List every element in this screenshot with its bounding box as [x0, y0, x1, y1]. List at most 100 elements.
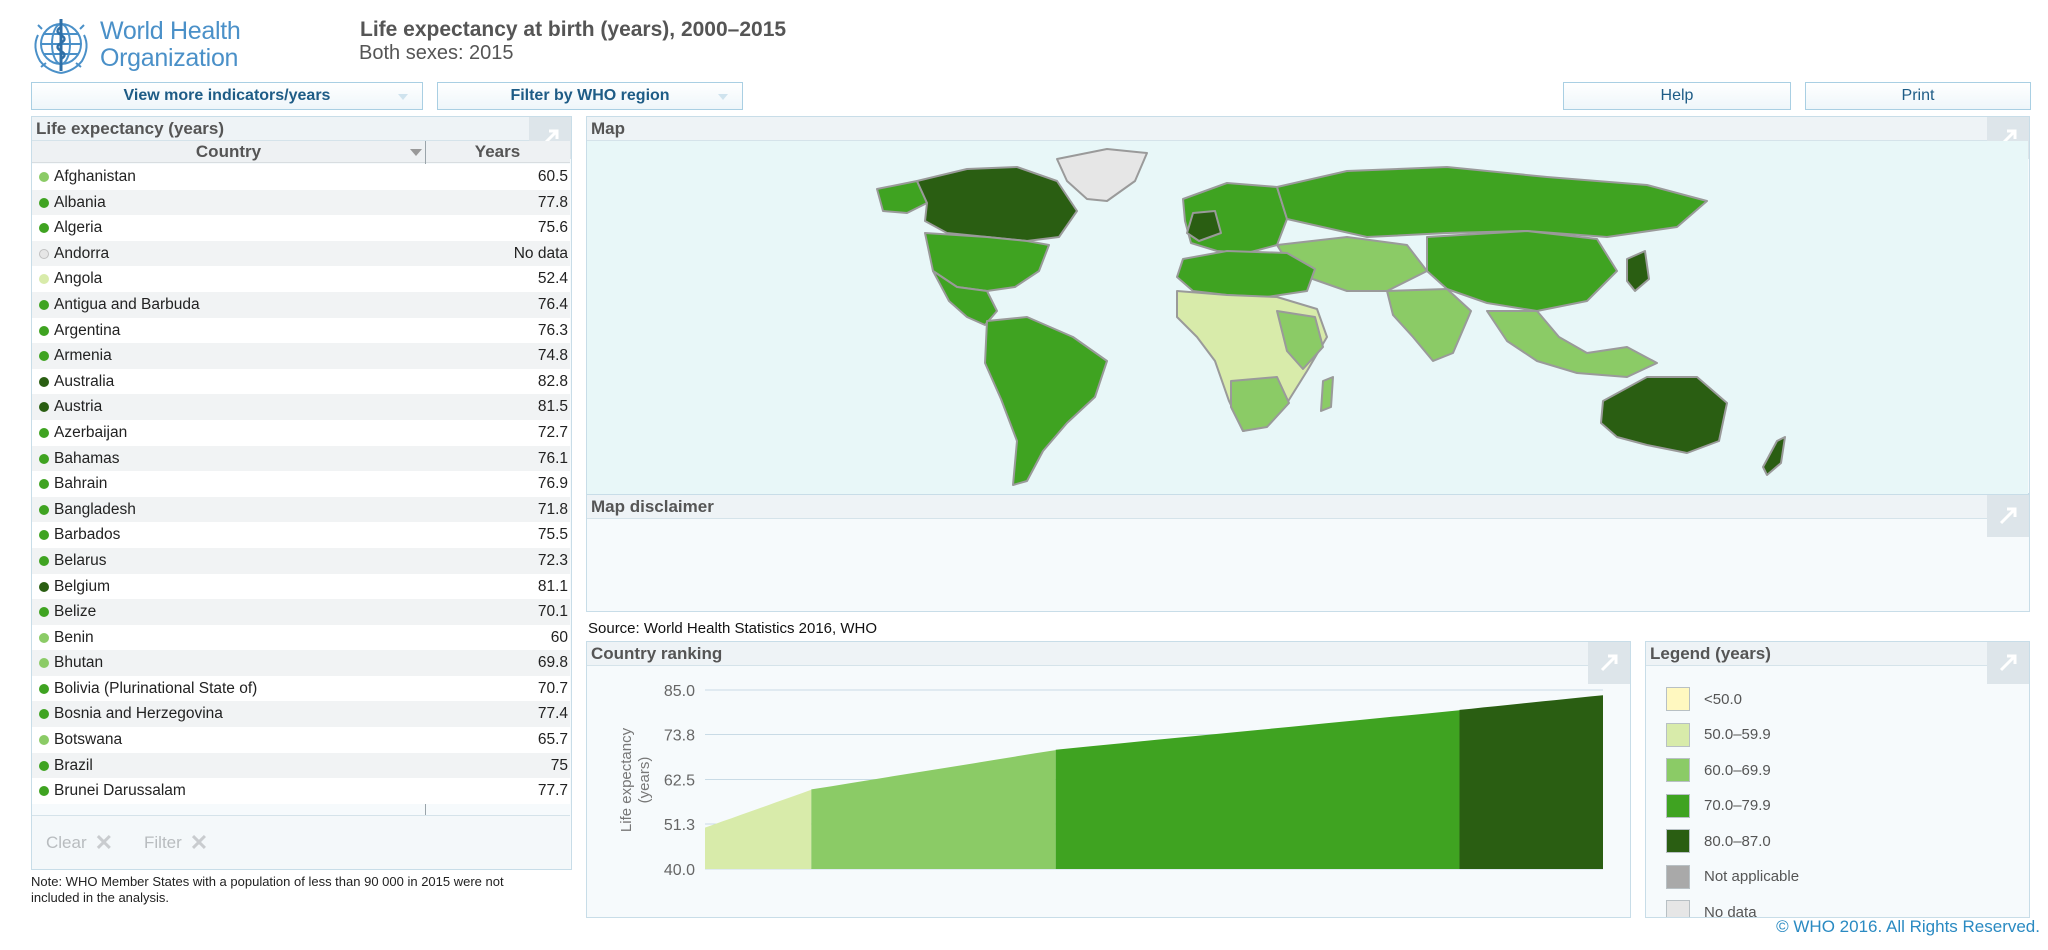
country-name: Belize	[54, 603, 97, 621]
status-dot-icon	[39, 555, 49, 566]
status-dot-icon	[39, 735, 49, 746]
table-row[interactable]: Bosnia and Herzegovina 77.4	[32, 701, 570, 728]
status-dot-icon	[39, 351, 49, 362]
who-logo[interactable]: World Health Organization	[30, 12, 250, 78]
table-footer: Clear ✕ Filter ✕	[32, 815, 570, 869]
southern-africa-shape	[1230, 376, 1290, 432]
china-shape	[1426, 230, 1618, 312]
y-axis-label: Life expectancy(years)	[618, 727, 653, 832]
map-disclaimer-title: Map disclaimer	[587, 495, 2029, 519]
view-indicators-button[interactable]: View more indicators/years	[31, 82, 423, 110]
expand-legend-button[interactable]	[1987, 642, 2029, 684]
col-country-header[interactable]: Country	[195, 142, 262, 161]
clear-button[interactable]: Clear ✕	[46, 832, 113, 854]
country-name: Afghanistan	[54, 168, 136, 185]
print-button[interactable]: Print	[1805, 82, 2031, 110]
life-expectancy-value: 76.1	[537, 449, 568, 467]
life-expectancy-value: 76.3	[537, 321, 568, 339]
ranking-band-1[interactable]	[705, 789, 812, 869]
filter-region-label: Filter by WHO region	[510, 87, 670, 104]
life-expectancy-value: 72.3	[537, 551, 568, 569]
table-row[interactable]: Bhutan 69.8	[32, 650, 570, 676]
expand-disclaimer-button[interactable]	[1987, 495, 2029, 537]
life-expectancy-value: 70.1	[537, 603, 568, 621]
who-emblem-icon	[34, 19, 88, 74]
table-row[interactable]: Algeria 75.6	[32, 215, 570, 241]
japan-shape	[1626, 250, 1650, 292]
y-tick-label: 51.3	[664, 817, 695, 834]
chevron-down-icon	[398, 94, 408, 100]
new-zealand-shape	[1762, 436, 1786, 476]
status-dot-icon	[39, 760, 49, 771]
table-row[interactable]: Bolivia (Plurinational State of) 70.7	[32, 675, 570, 702]
table-row[interactable]: Angola 52.4	[32, 266, 570, 292]
life-expectancy-value: 69.8	[537, 654, 568, 672]
country-name: Azerbaijan	[54, 423, 128, 441]
world-map[interactable]	[587, 141, 2028, 494]
legend-label: 60.0–69.9	[1704, 761, 1771, 779]
y-tick-label: 40.0	[664, 862, 695, 879]
status-dot-icon	[39, 172, 49, 182]
logo-line1: World Health	[100, 17, 241, 45]
status-dot-icon	[39, 683, 49, 694]
table-row[interactable]: Azerbaijan 72.7	[32, 419, 570, 446]
col-years-header[interactable]: Years	[474, 142, 521, 161]
legend-swatch	[1666, 793, 1690, 818]
alaska-shape	[876, 180, 928, 214]
country-name: Bolivia (Plurinational State of)	[54, 679, 258, 697]
country-name: Bahamas	[54, 449, 120, 467]
canada-shape	[916, 166, 1078, 242]
life-expectancy-value: 60	[550, 628, 568, 646]
life-expectancy-value: 75.5	[537, 526, 568, 544]
ranking-band-4[interactable]	[1459, 695, 1604, 869]
page-title: Life expectancy at birth (years), 2000–2…	[360, 18, 787, 41]
table-row[interactable]: Benin 60	[32, 624, 570, 651]
table-row[interactable]: Argentina 76.3	[32, 317, 570, 344]
table-row[interactable]: Belize 70.1	[32, 599, 570, 625]
ranking-band-2[interactable]	[811, 750, 1056, 869]
country-table-title: Life expectancy (years)	[32, 117, 571, 141]
table-row[interactable]: Austria 81.5	[32, 394, 570, 420]
table-row[interactable]: Bangladesh 71.8	[32, 496, 570, 523]
life-expectancy-value: 82.8	[537, 372, 568, 390]
table-row[interactable]: Andorra No data	[32, 240, 570, 267]
expand-icon	[1600, 654, 1618, 672]
status-dot-icon	[39, 479, 49, 490]
legend-label: 80.0–87.0	[1704, 832, 1771, 850]
life-expectancy-value: 71.8	[537, 500, 568, 518]
legend-item: <50.0	[1666, 687, 1742, 711]
country-name: Andorra	[54, 244, 110, 262]
expand-ranking-button[interactable]	[1588, 642, 1630, 684]
table-row[interactable]: Armenia 74.8	[32, 343, 570, 369]
life-expectancy-value: 81.5	[537, 398, 568, 416]
country-name: Barbados	[54, 526, 121, 544]
table-row[interactable]: Albania 77.8	[32, 189, 570, 216]
table-row[interactable]: Afghanistan 60.5	[32, 164, 570, 190]
clear-label: Clear	[46, 833, 87, 852]
table-row[interactable]: Bahamas 76.1	[32, 445, 570, 472]
sort-down-icon[interactable]	[410, 149, 422, 156]
country-name: Australia	[54, 372, 115, 390]
filter-button[interactable]: Filter ✕	[144, 832, 208, 854]
table-header: Country Years	[32, 141, 570, 163]
source-text: Source: World Health Statistics 2016, WH…	[588, 620, 877, 637]
status-dot-icon	[39, 223, 49, 234]
table-row[interactable]: Belgium 81.1	[32, 573, 570, 600]
table-row[interactable]: Antigua and Barbuda 76.4	[32, 291, 570, 318]
table-row[interactable]: Bahrain 76.9	[32, 471, 570, 497]
table-row[interactable]: Australia 82.8	[32, 368, 570, 395]
legend-item: 70.0–79.9	[1666, 793, 1771, 818]
filter-label: Filter	[144, 833, 182, 852]
y-tick-label: 73.8	[664, 728, 695, 745]
status-dot-icon	[39, 274, 49, 285]
north-africa-shape	[1176, 250, 1316, 298]
help-button[interactable]: Help	[1563, 82, 1791, 110]
table-row[interactable]: Botswana 65.7	[32, 727, 570, 753]
table-row[interactable]: Belarus 72.3	[32, 547, 570, 574]
ranking-chart: 85.0 73.8 62.5 51.3 40.0 Life expectancy(year…	[618, 683, 1604, 879]
filter-region-button[interactable]: Filter by WHO region	[437, 82, 743, 110]
ranking-band-3[interactable]	[1055, 710, 1460, 869]
table-row[interactable]: Brazil 75	[32, 752, 570, 779]
table-row[interactable]: Barbados 75.5	[32, 522, 570, 548]
table-row[interactable]: Brunei Darussalam 77.7	[32, 778, 570, 804]
